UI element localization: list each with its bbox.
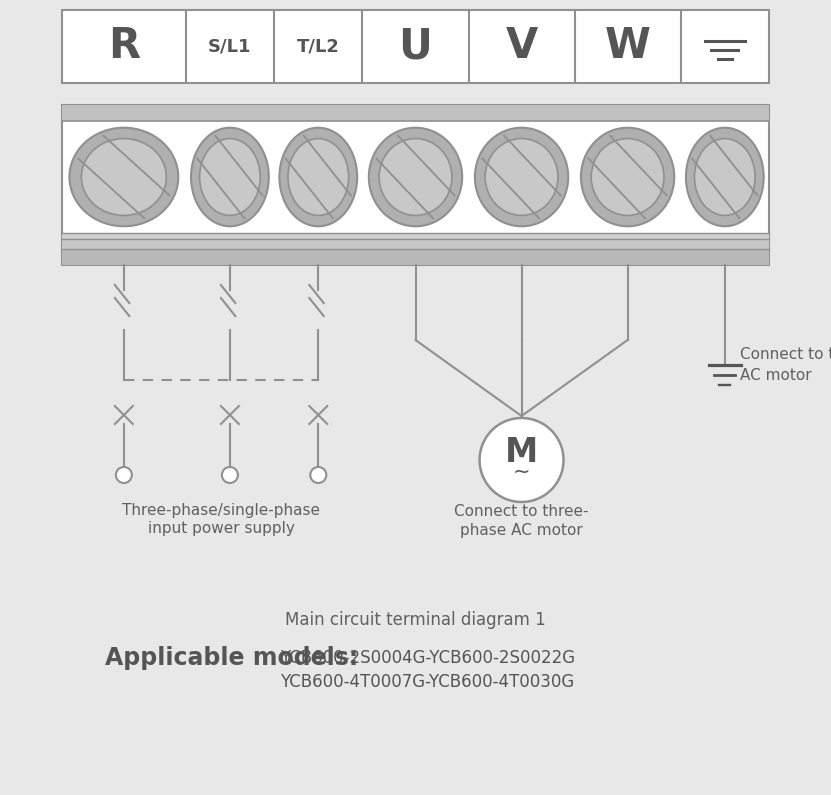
Circle shape xyxy=(479,418,563,502)
Ellipse shape xyxy=(591,138,664,215)
Text: AC motor: AC motor xyxy=(740,367,811,382)
Text: Connect to three-: Connect to three- xyxy=(455,505,589,519)
Text: Three-phase/single-phase: Three-phase/single-phase xyxy=(122,502,320,518)
Text: ~: ~ xyxy=(513,462,530,482)
Text: Connect to three-phase: Connect to three-phase xyxy=(740,347,831,363)
Circle shape xyxy=(222,467,238,483)
Text: W: W xyxy=(605,25,651,68)
Ellipse shape xyxy=(81,138,166,215)
Bar xyxy=(62,105,769,121)
Ellipse shape xyxy=(288,138,349,215)
Ellipse shape xyxy=(686,128,764,227)
Bar xyxy=(62,10,769,83)
Bar xyxy=(62,249,769,265)
Circle shape xyxy=(310,467,327,483)
Ellipse shape xyxy=(485,138,558,215)
Ellipse shape xyxy=(199,138,260,215)
Text: Main circuit terminal diagram 1: Main circuit terminal diagram 1 xyxy=(285,611,545,629)
Text: Applicable models:: Applicable models: xyxy=(105,646,358,670)
Bar xyxy=(62,233,769,239)
Ellipse shape xyxy=(695,138,755,215)
Text: YCB600-2S0004G-YCB600-2S0022G: YCB600-2S0004G-YCB600-2S0022G xyxy=(280,649,575,667)
Ellipse shape xyxy=(70,128,179,227)
Text: YCB600-4T0007G-YCB600-4T0030G: YCB600-4T0007G-YCB600-4T0030G xyxy=(280,673,574,691)
Text: phase AC motor: phase AC motor xyxy=(460,522,583,537)
Ellipse shape xyxy=(581,128,674,227)
Text: M: M xyxy=(505,436,538,470)
Bar xyxy=(62,105,769,265)
Ellipse shape xyxy=(379,138,452,215)
Text: S/L1: S/L1 xyxy=(208,37,252,56)
Ellipse shape xyxy=(475,128,568,227)
Text: U: U xyxy=(399,25,432,68)
Text: R: R xyxy=(108,25,140,68)
Text: input power supply: input power supply xyxy=(148,521,294,536)
Bar xyxy=(62,239,769,249)
Ellipse shape xyxy=(369,128,462,227)
Text: V: V xyxy=(505,25,538,68)
Circle shape xyxy=(116,467,132,483)
Text: T/L2: T/L2 xyxy=(297,37,340,56)
Ellipse shape xyxy=(191,128,268,227)
Ellipse shape xyxy=(279,128,357,227)
